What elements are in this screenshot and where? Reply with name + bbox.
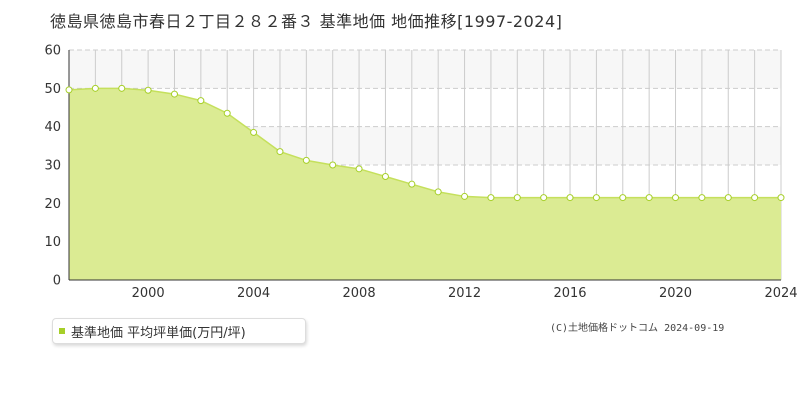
data-point-2021 [698, 194, 706, 202]
data-point-2013 [487, 194, 495, 202]
y-tick-label-0: 0 [53, 274, 61, 289]
data-point-2007 [329, 161, 337, 169]
data-point-2005 [276, 148, 284, 156]
x-tick-label-2020: 2020 [659, 286, 692, 301]
data-point-2015 [540, 194, 548, 202]
grid-band [69, 50, 781, 89]
copyright-text: (C)土地価格ドットコム 2024-09-19 [550, 323, 725, 334]
data-point-1999 [118, 84, 126, 92]
data-point-2024 [777, 194, 785, 202]
legend-label: 基準地価 平均坪単価(万円/坪) [71, 325, 246, 341]
data-point-2001 [170, 90, 178, 98]
data-point-2006 [302, 156, 310, 164]
data-point-1998 [91, 84, 99, 92]
x-tick-label-2004: 2004 [237, 286, 270, 301]
series-area [69, 88, 781, 280]
data-point-2020 [672, 194, 680, 202]
data-point-2010 [408, 180, 416, 188]
x-tick-label-2000: 2000 [132, 286, 165, 301]
chart-title: 徳島県徳島市春日２丁目２８２番３ 基準地価 地価推移[1997-2024] [50, 12, 563, 31]
data-point-2019 [645, 194, 653, 202]
data-point-2003 [223, 109, 231, 117]
data-point-1997 [65, 86, 73, 94]
legend-swatch [59, 328, 65, 334]
data-point-2016 [566, 194, 574, 202]
y-tick-label-30: 30 [44, 159, 61, 174]
x-tick-label-2012: 2012 [448, 286, 481, 301]
data-point-2004 [250, 128, 258, 136]
data-point-2023 [751, 194, 759, 202]
data-point-2017 [592, 194, 600, 202]
series-line [68, 87, 781, 199]
legend: 基準地価 平均坪単価(万円/坪) [52, 318, 306, 344]
y-tick-label-60: 60 [44, 44, 61, 59]
y-tick-label-10: 10 [44, 235, 61, 250]
y-tick-label-50: 50 [44, 82, 61, 97]
data-point-2022 [724, 194, 732, 202]
data-point-2012 [461, 192, 469, 200]
data-point-2002 [197, 97, 205, 105]
data-point-2014 [513, 194, 521, 202]
data-point-2011 [434, 188, 442, 196]
x-tick-label-2024: 2024 [764, 286, 797, 301]
data-point-2000 [144, 86, 152, 94]
data-point-2018 [619, 194, 627, 202]
data-point-2008 [355, 165, 363, 173]
x-tick-label-2016: 2016 [553, 286, 586, 301]
data-point-2009 [381, 173, 389, 180]
y-tick-label-40: 40 [44, 120, 61, 135]
y-tick-label-20: 20 [44, 197, 61, 212]
x-tick-label-2008: 2008 [343, 286, 376, 301]
